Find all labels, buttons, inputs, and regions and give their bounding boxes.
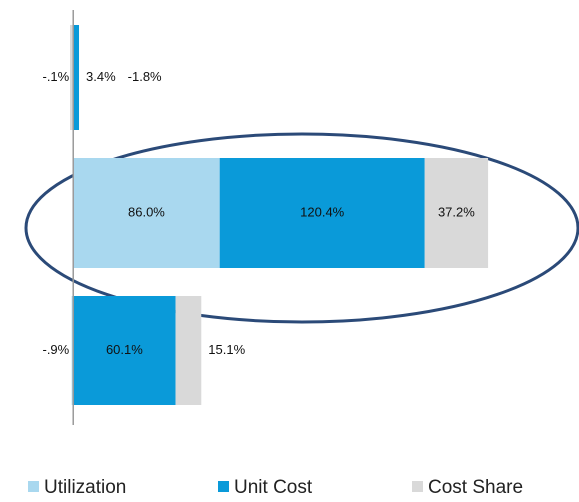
legend-label: Cost Share [428,477,523,498]
bar-segment [73,158,220,268]
value-label: -1.8% [128,69,162,84]
bar-segment [69,25,74,130]
value-label: 120.4% [300,204,345,219]
bar-segment [175,296,202,405]
highlight-ellipse [24,132,579,324]
bar-segment [71,296,74,405]
value-label: 15.1% [208,342,245,357]
legend-label: Utilization [44,477,126,498]
value-label: 60.1% [106,342,143,357]
value-label: 86.0% [128,204,165,219]
value-label: 3.4% [86,69,116,84]
bar-segment [219,158,425,268]
legend-swatch [28,481,39,492]
legend-swatch [412,481,423,492]
bar-segment [424,158,489,268]
legend-swatch [218,481,229,492]
value-label: -.9% [42,342,69,357]
value-label: -.1% [42,69,69,84]
bar-segment [73,25,80,130]
legend-label: Unit Cost [234,477,313,498]
bar-segment [73,296,176,405]
value-label: 37.2% [438,204,475,219]
